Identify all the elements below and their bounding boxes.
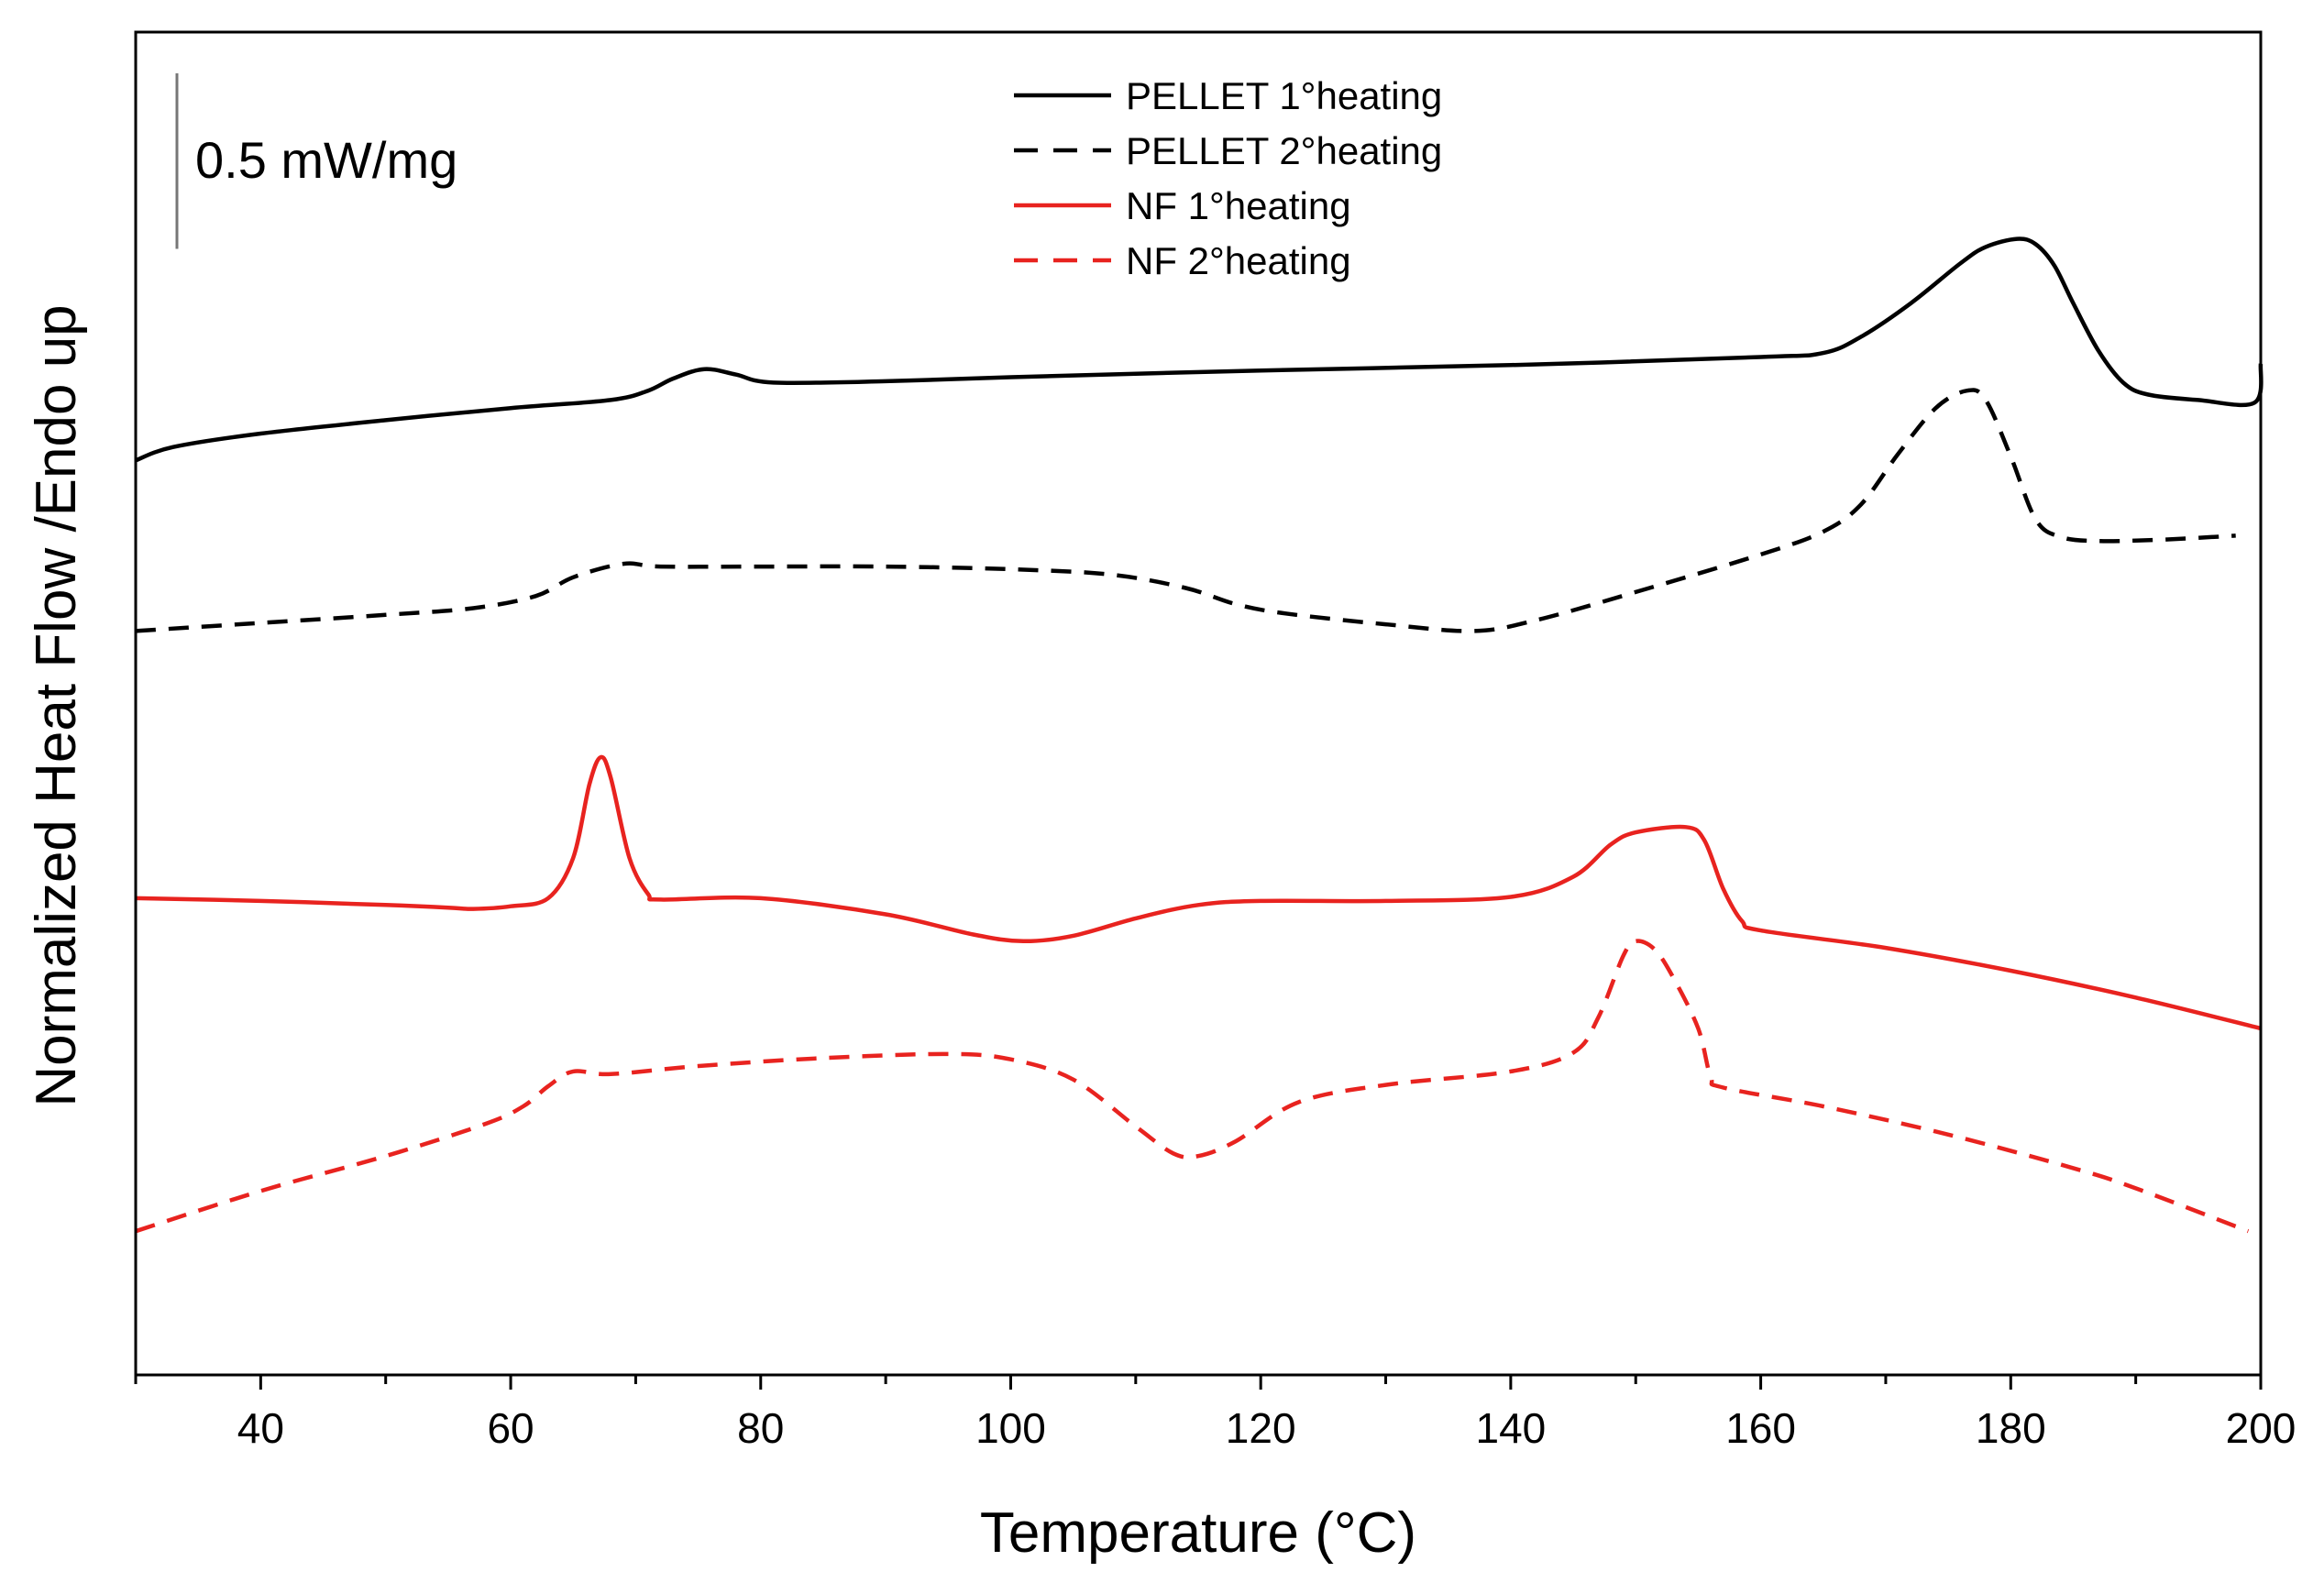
series-layer <box>135 236 2263 1234</box>
legend-label: PELLET 1°heating <box>1126 74 1442 117</box>
x-tick-label: 120 <box>1226 1404 1296 1452</box>
x-tick-label: 100 <box>975 1404 1046 1452</box>
x-tick-label: 40 <box>237 1404 284 1452</box>
series-line-2 <box>135 388 2236 633</box>
legend-label: PELLET 2°heating <box>1126 129 1442 172</box>
scale-bar: 0.5 mW/mg <box>175 73 457 249</box>
x-tick-label: 80 <box>737 1404 784 1452</box>
x-tick-label: 180 <box>1976 1404 2046 1452</box>
legend-label: NF 2°heating <box>1126 239 1351 282</box>
x-tick-label: 160 <box>1725 1404 1796 1452</box>
legend: PELLET 1°heating PELLET 2°heating NF 1°hea… <box>1014 74 1442 282</box>
series-line-4 <box>135 939 2250 1234</box>
x-axis-ticks: 40 60 80 100 120 140 160 180 200 <box>134 1375 2296 1452</box>
x-tick-label: 140 <box>1476 1404 1547 1452</box>
x-tick-label: 60 <box>487 1404 534 1452</box>
scale-bar-label: 0.5 mW/mg <box>195 131 457 189</box>
x-axis-title: Temperature (°C) <box>980 1501 1416 1565</box>
plot-frame <box>134 30 2263 1377</box>
y-axis-title: Normalized Heat Flow /Endo up <box>25 304 88 1106</box>
x-tick-label: 200 <box>2226 1404 2296 1452</box>
legend-label: NF 1°heating <box>1126 184 1351 227</box>
series-line-3 <box>135 754 2262 1031</box>
series-line-1 <box>135 236 2263 463</box>
